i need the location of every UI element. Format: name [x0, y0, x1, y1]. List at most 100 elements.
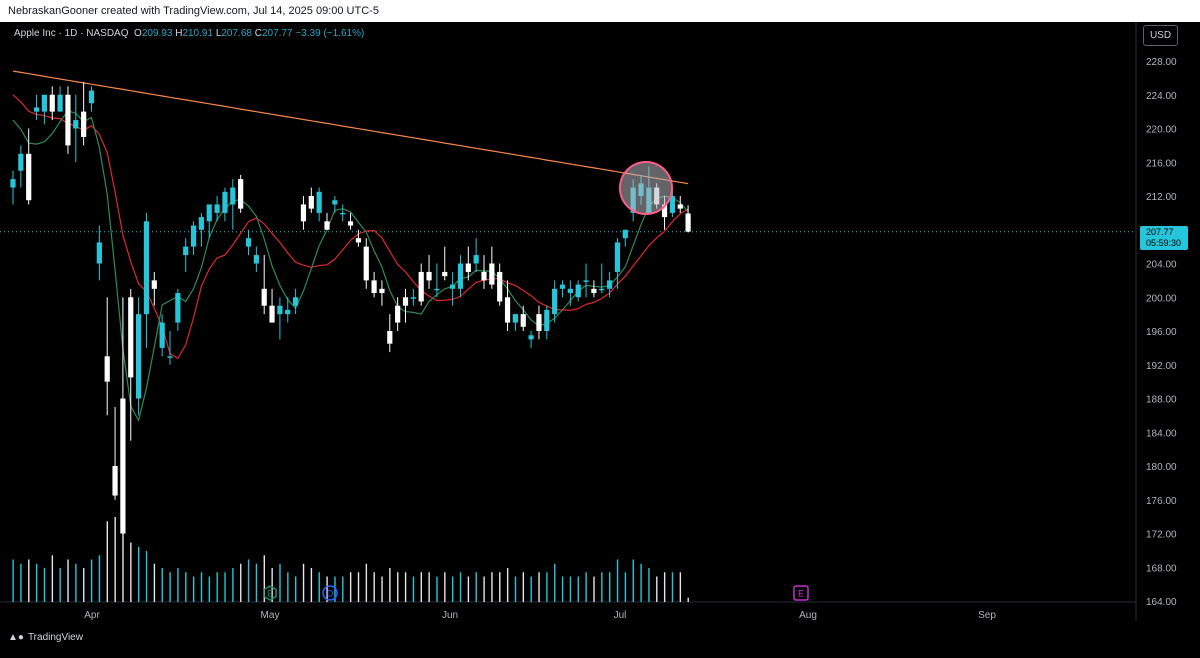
- change-value: −3.39 (−1.61%): [295, 28, 365, 39]
- volume-bar: [349, 572, 352, 602]
- candle-body: [308, 196, 314, 209]
- volume-bar: [342, 576, 344, 602]
- candle-body: [245, 238, 252, 247]
- y-tick-label: 184.00: [1146, 428, 1177, 439]
- y-tick-label: 216.00: [1146, 158, 1177, 169]
- volume-bar: [295, 576, 297, 602]
- bar-countdown: 05:59:30: [1146, 238, 1182, 248]
- candle-body: [151, 280, 157, 289]
- volume-bar: [200, 572, 203, 602]
- tradingview-logo[interactable]: ▲● TradingView: [8, 632, 83, 643]
- candle-body: [559, 284, 566, 289]
- highlight-circle: [619, 161, 673, 215]
- volume-bar: [255, 563, 258, 602]
- candle-body: [10, 179, 16, 188]
- candle-body: [112, 466, 118, 496]
- candle-body: [104, 356, 110, 382]
- symbol-label: Apple Inc · 1D · NASDAQ: [14, 28, 129, 39]
- candle-body: [120, 398, 126, 534]
- volume-bar: [404, 572, 407, 602]
- candle-body: [293, 297, 299, 306]
- volume-bar: [224, 572, 226, 602]
- volume-bar: [514, 576, 517, 602]
- volume-bar: [302, 563, 305, 602]
- candle-body: [300, 204, 307, 222]
- candle-body: [340, 212, 346, 215]
- ma-mid-line: [12, 94, 689, 360]
- low-value: 207.68: [221, 28, 252, 39]
- volume-bar: [467, 576, 470, 602]
- volume-bar: [192, 576, 195, 602]
- candle-body: [371, 280, 377, 294]
- volume-bar: [452, 576, 454, 602]
- candle-body: [238, 179, 244, 209]
- candle-body: [504, 297, 511, 323]
- y-tick-label: 188.00: [1146, 395, 1177, 406]
- chart-canvas[interactable]: 228.00224.00220.00216.00212.00208.00204.…: [0, 22, 1200, 653]
- volume-bar: [530, 576, 532, 602]
- candle-body: [583, 280, 589, 282]
- volume-bar: [428, 572, 430, 602]
- volume-bar: [601, 572, 603, 602]
- volume-bar: [687, 597, 689, 602]
- volume-bar: [577, 576, 579, 602]
- candle-body: [26, 153, 32, 201]
- candle-body: [214, 204, 220, 213]
- volume-bar: [279, 563, 281, 602]
- candle-body: [402, 297, 409, 306]
- candle-body: [230, 187, 236, 205]
- candle-body: [536, 314, 542, 331]
- volume-bar: [491, 572, 493, 602]
- caption-text: NebraskanGooner created with TradingView…: [8, 5, 379, 17]
- candle-body: [269, 305, 275, 323]
- candle-body: [607, 280, 613, 289]
- currency-button[interactable]: USD: [1143, 25, 1178, 46]
- candle-body: [332, 200, 338, 205]
- volume-bar: [90, 559, 93, 602]
- volume-bar: [412, 576, 415, 602]
- candle-body: [363, 246, 369, 281]
- volume-bar: [114, 517, 116, 602]
- candle-body: [49, 94, 55, 112]
- high-value: 210.91: [182, 28, 214, 39]
- x-tick-label: Apr: [84, 610, 100, 621]
- last-price-badge: 207.77 05:59:30: [1140, 226, 1188, 250]
- candle-body: [387, 331, 393, 344]
- candle-body: [520, 314, 526, 327]
- candle-body: [324, 221, 330, 230]
- tradingview-mark-icon: ▲●: [8, 632, 24, 643]
- candle-body: [355, 238, 361, 243]
- candle-body: [175, 293, 181, 323]
- volume-bar: [263, 555, 265, 602]
- dividend-marker[interactable]: [322, 585, 338, 601]
- volume-bar: [177, 568, 179, 602]
- earnings-marker[interactable]: [263, 585, 277, 601]
- volume-bar: [475, 572, 477, 602]
- event-marker-label: E: [798, 589, 804, 599]
- candle-body: [222, 191, 228, 213]
- volume-bar: [271, 568, 273, 602]
- candle-body: [285, 309, 291, 315]
- candle-body: [190, 225, 197, 247]
- candle-body: [489, 263, 495, 285]
- candle-body: [159, 322, 165, 348]
- candle-body: [277, 305, 283, 315]
- volume-bar: [444, 572, 446, 602]
- candle-body: [426, 271, 432, 281]
- candle-body: [685, 213, 691, 232]
- candle-body: [253, 255, 259, 264]
- x-tick-label: Sep: [978, 610, 996, 621]
- volume-bar: [373, 572, 375, 602]
- event-marker-label: D: [327, 589, 334, 599]
- volume-bar: [75, 563, 77, 602]
- y-tick-label: 176.00: [1146, 496, 1177, 507]
- volume-bar: [420, 572, 422, 602]
- y-tick-label: 168.00: [1146, 563, 1177, 574]
- upcoming-earnings-marker[interactable]: [793, 585, 809, 601]
- volume-bar: [67, 559, 69, 602]
- volume-bar: [20, 563, 22, 602]
- volume-bar: [671, 572, 674, 602]
- candle-body: [442, 271, 448, 277]
- volume-bar: [43, 568, 46, 602]
- volume-bar: [499, 572, 501, 602]
